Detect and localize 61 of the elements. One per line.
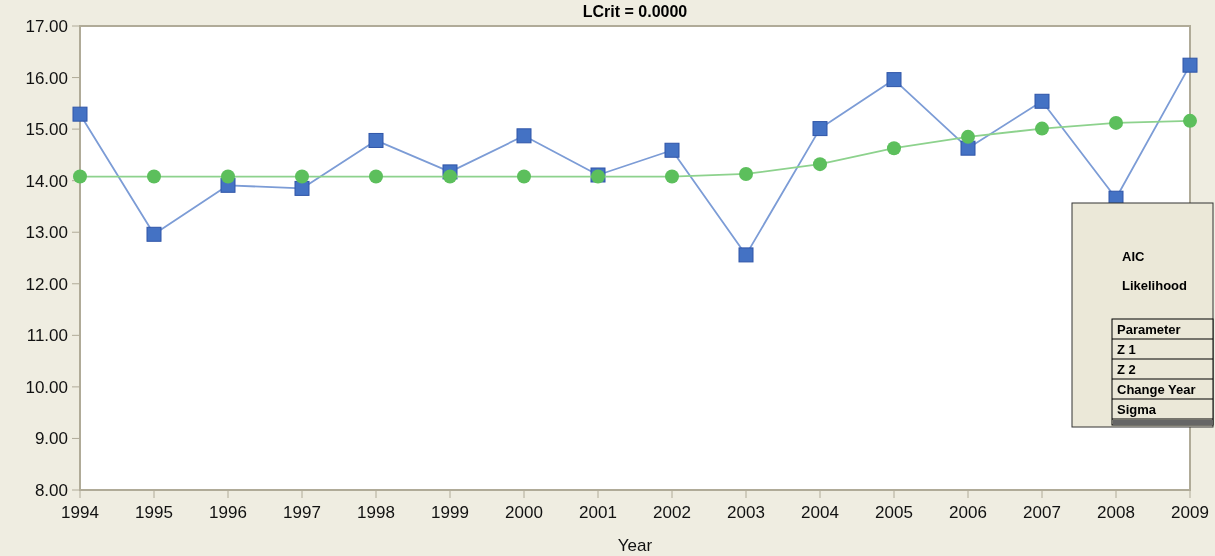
point — [368, 132, 384, 148]
point — [738, 247, 754, 263]
y-tick-label: 13.00 — [25, 223, 68, 243]
x-tick-label: 2000 — [505, 503, 543, 522]
point — [443, 169, 457, 184]
y-tick-label: 9.00 — [34, 429, 68, 449]
x-tick-label: 1995 — [135, 503, 173, 522]
x-tick-label: 2002 — [653, 503, 691, 522]
y-tick-label: 15.00 — [25, 120, 68, 140]
point — [294, 180, 310, 196]
x-tick-label: 2004 — [801, 503, 839, 522]
x-tick-label: 2008 — [1097, 503, 1135, 522]
point — [1183, 113, 1197, 128]
y-tick-label: 17.00 — [25, 16, 68, 36]
y-tick-label: 12.00 — [25, 274, 68, 294]
x-tick-label: 2001 — [579, 503, 617, 522]
x-tick-label: 1994 — [61, 503, 99, 522]
annotation: Parameter — [1117, 322, 1181, 337]
point — [739, 166, 753, 181]
annotation: Likelihood — [1122, 278, 1188, 293]
point — [295, 169, 309, 184]
x-tick-label: 2009 — [1171, 503, 1209, 522]
x-tick-label: 2003 — [727, 503, 765, 522]
point — [1182, 57, 1198, 73]
y-tick-label: 14.00 — [25, 171, 68, 191]
x-axis-title: Year — [617, 536, 653, 555]
x-tick-label: 2006 — [949, 503, 987, 522]
point — [664, 142, 680, 158]
annotation: Z 2 — [1117, 362, 1136, 377]
x-tick-label: 1997 — [283, 503, 321, 522]
annotation: Change Year — [1117, 382, 1196, 397]
annotation: Z 1 — [1117, 342, 1136, 357]
point — [961, 129, 975, 144]
point — [516, 128, 532, 144]
y-tick-label: 10.00 — [25, 377, 68, 397]
point — [886, 72, 902, 88]
point — [147, 169, 161, 184]
point — [665, 169, 679, 184]
x-tick-label: 1998 — [357, 503, 395, 522]
point — [72, 106, 88, 122]
x-tick-label: 2005 — [875, 503, 913, 522]
y-tick-label: 11.00 — [26, 326, 68, 346]
point — [73, 169, 87, 184]
y-tick-label: 8.00 — [34, 480, 68, 500]
y-tick-label: 16.00 — [25, 68, 68, 88]
x-tick-label: 1996 — [209, 503, 247, 522]
annotation: AIC — [1122, 249, 1145, 264]
point — [887, 141, 901, 156]
point — [1035, 121, 1049, 136]
point — [517, 169, 531, 184]
x-tick-label: 2007 — [1023, 503, 1061, 522]
point — [813, 157, 827, 172]
point — [812, 121, 828, 137]
annotation: Sigma — [1117, 402, 1157, 417]
point — [369, 169, 383, 184]
x-tick-label: 1999 — [431, 503, 469, 522]
point — [1034, 93, 1050, 109]
point — [146, 226, 162, 242]
point — [221, 169, 235, 184]
chart-title: LCrit = 0.0000 — [582, 3, 688, 20]
point — [1109, 115, 1123, 130]
